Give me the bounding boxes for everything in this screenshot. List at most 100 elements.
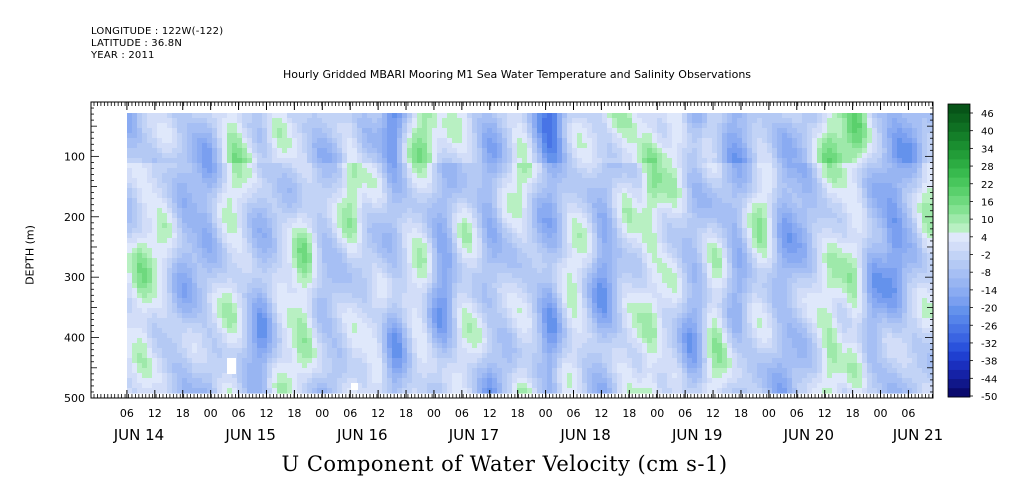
heatmap-cell — [172, 143, 178, 149]
heatmap-cell — [522, 288, 528, 294]
heatmap-cell — [167, 158, 173, 164]
heatmap-cell — [197, 313, 203, 319]
heatmap-cell — [562, 278, 568, 284]
heatmap-cell — [317, 188, 323, 194]
heatmap-cell — [397, 268, 403, 274]
heatmap-cell — [377, 163, 383, 169]
heatmap-cell — [202, 288, 208, 294]
heatmap-cell — [187, 243, 193, 249]
heatmap-cell — [132, 138, 138, 144]
heatmap-cell — [152, 198, 158, 204]
heatmap-cell — [207, 278, 213, 284]
heatmap-cell — [467, 358, 473, 364]
heatmap-cell — [302, 238, 308, 244]
heatmap-cell — [157, 383, 163, 389]
heatmap-cell — [227, 193, 233, 199]
heatmap-cell — [477, 313, 483, 319]
heatmap-cell — [312, 293, 318, 299]
heatmap-cell — [152, 283, 158, 289]
heatmap-cell — [417, 208, 423, 214]
heatmap-cell — [502, 298, 508, 304]
heatmap-cell — [407, 118, 413, 124]
heatmap-cell — [557, 123, 563, 129]
heatmap-cell — [262, 138, 268, 144]
heatmap-cell — [347, 338, 353, 344]
heatmap-cell — [282, 193, 288, 199]
heatmap-cell — [367, 188, 373, 194]
heatmap-cell — [452, 368, 458, 374]
heatmap-cell — [187, 383, 193, 389]
heatmap-cell — [357, 148, 363, 154]
heatmap-cell — [327, 288, 333, 294]
heatmap-cell — [217, 368, 223, 374]
heatmap-cell — [277, 308, 283, 314]
heatmap-cell — [377, 333, 383, 339]
heatmap-cell — [147, 123, 153, 129]
heatmap-cell — [557, 233, 563, 239]
heatmap-cell — [547, 238, 553, 244]
heatmap-cell — [502, 383, 508, 389]
heatmap-cell — [242, 208, 248, 214]
heatmap-cell — [347, 323, 353, 329]
heatmap-cell — [297, 153, 303, 159]
heatmap-cell — [212, 238, 218, 244]
heatmap-cell — [547, 348, 553, 354]
heatmap-cell — [497, 363, 503, 369]
heatmap-cell — [187, 163, 193, 169]
heatmap-cell — [517, 293, 523, 299]
heatmap-cell — [157, 313, 163, 319]
heatmap-cell — [562, 333, 568, 339]
heatmap-cell — [352, 208, 358, 214]
heatmap-cell — [272, 333, 278, 339]
heatmap-cell — [482, 223, 488, 229]
heatmap-cell — [502, 348, 508, 354]
heatmap-cell — [557, 118, 563, 124]
heatmap-cell — [512, 263, 518, 269]
heatmap-cell — [482, 318, 488, 324]
heatmap-cell — [302, 323, 308, 329]
heatmap-cell — [522, 158, 528, 164]
heatmap-cell — [562, 243, 568, 249]
heatmap-cell — [372, 158, 378, 164]
heatmap-cell — [347, 283, 353, 289]
heatmap-cell — [232, 253, 238, 259]
heatmap-cell — [207, 178, 213, 184]
heatmap-cell — [182, 383, 188, 389]
heatmap-cell — [487, 133, 493, 139]
heatmap-cell — [452, 193, 458, 199]
heatmap-cell — [217, 188, 223, 194]
heatmap-cell — [267, 383, 273, 389]
heatmap-cell — [217, 383, 223, 389]
heatmap-cell — [512, 218, 518, 224]
heatmap-cell — [422, 128, 428, 134]
heatmap-cell — [202, 313, 208, 319]
heatmap-cell — [387, 343, 393, 349]
heatmap-cell — [307, 333, 313, 339]
heatmap-cell — [337, 323, 343, 329]
heatmap-cell — [497, 333, 503, 339]
heatmap-cell — [502, 378, 508, 384]
heatmap-cell — [272, 258, 278, 264]
heatmap-cell — [187, 348, 193, 354]
heatmap-cell — [562, 383, 568, 389]
heatmap-cell — [147, 338, 153, 344]
heatmap-cell — [362, 298, 368, 304]
heatmap-cell — [152, 238, 158, 244]
heatmap-cell — [542, 333, 548, 339]
heatmap-cell — [492, 203, 498, 209]
heatmap-cell — [362, 358, 368, 364]
heatmap-cell — [307, 178, 313, 184]
heatmap-cell — [182, 388, 188, 394]
heatmap-cell — [252, 323, 258, 329]
heatmap-cell — [527, 348, 533, 354]
heatmap-cell — [257, 173, 263, 179]
heatmap-cell — [567, 193, 573, 199]
heatmap-cell — [467, 338, 473, 344]
heatmap-cell — [472, 383, 478, 389]
heatmap-cell — [147, 268, 153, 274]
heatmap-cell — [427, 203, 433, 209]
heatmap-cell — [447, 298, 453, 304]
heatmap-cell — [537, 198, 543, 204]
heatmap-cell — [222, 233, 228, 239]
heatmap-cell — [432, 363, 438, 369]
